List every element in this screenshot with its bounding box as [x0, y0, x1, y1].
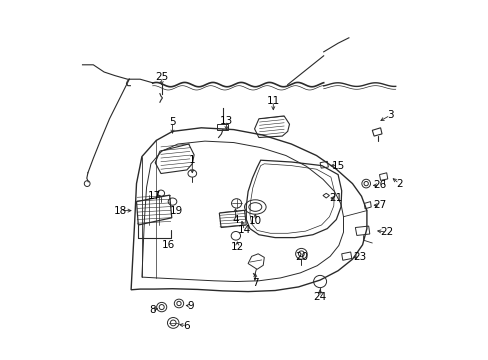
- Text: 11: 11: [266, 96, 279, 106]
- Text: 16: 16: [162, 240, 175, 250]
- Text: 4: 4: [232, 215, 238, 225]
- Text: 12: 12: [230, 242, 244, 252]
- Text: 1: 1: [188, 155, 195, 165]
- Text: 2: 2: [395, 179, 402, 189]
- Text: 13: 13: [220, 116, 233, 126]
- Text: 14: 14: [237, 225, 251, 235]
- Text: 7: 7: [251, 278, 258, 288]
- Text: 21: 21: [329, 193, 342, 203]
- Text: 6: 6: [183, 321, 190, 331]
- Text: 10: 10: [248, 216, 262, 226]
- Text: 3: 3: [386, 110, 393, 120]
- Text: 26: 26: [372, 180, 386, 190]
- Text: 18: 18: [113, 206, 127, 216]
- Text: 9: 9: [187, 301, 193, 311]
- Text: 15: 15: [331, 161, 344, 171]
- Text: 5: 5: [169, 117, 176, 127]
- Text: 19: 19: [169, 206, 183, 216]
- Text: 8: 8: [149, 305, 156, 315]
- Text: 20: 20: [295, 252, 308, 262]
- Text: 23: 23: [352, 252, 366, 262]
- Text: 24: 24: [313, 292, 326, 302]
- Text: 27: 27: [372, 200, 386, 210]
- Text: 17: 17: [147, 191, 161, 201]
- Text: 25: 25: [155, 72, 168, 82]
- Text: 22: 22: [379, 227, 392, 237]
